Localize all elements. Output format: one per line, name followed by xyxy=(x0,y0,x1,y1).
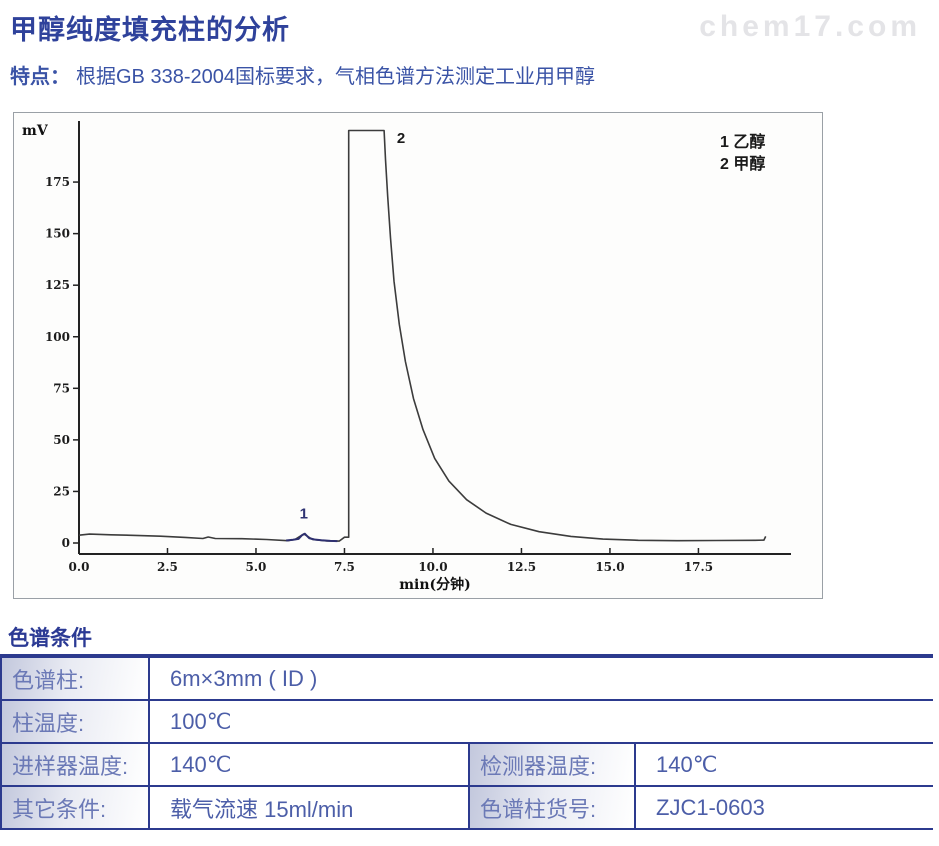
y-tick-label: 25 xyxy=(53,484,70,498)
condition-label-column-temp: 柱温度: xyxy=(0,701,150,744)
site-watermark: chem17.com xyxy=(699,10,921,43)
y-tick-label: 175 xyxy=(45,175,70,189)
feature-text: 根据GB 338-2004国标要求，气相色谱方法测定工业用甲醇 xyxy=(76,66,595,88)
peak-annotation: 1 xyxy=(300,505,308,522)
condition-label-detector-temp: 检测器温度: xyxy=(468,744,636,787)
legend-entry: 1 乙醇 xyxy=(720,132,765,151)
x-axis-label: min(分钟) xyxy=(399,576,471,593)
x-tick-label: 12.5 xyxy=(507,560,536,574)
feature-line: 特点： 根据GB 338-2004国标要求，气相色谱方法测定工业用甲醇 xyxy=(10,60,595,89)
y-tick-label: 150 xyxy=(45,227,70,241)
x-tick-label: 10.0 xyxy=(418,560,447,574)
x-tick-label: 5.0 xyxy=(246,560,267,574)
y-tick-label: 75 xyxy=(53,381,70,395)
x-tick-label: 17.5 xyxy=(684,560,713,574)
conditions-table: 色谱柱: 6m×3mm ( ID ) 柱温度: 100℃ 进样器温度: 140℃… xyxy=(0,656,933,830)
condition-value-column-cat-no: ZJC1-0603 xyxy=(636,787,933,830)
condition-label-injector-temp: 进样器温度: xyxy=(0,744,150,787)
x-tick-label: 15.0 xyxy=(595,560,624,574)
condition-label-column: 色谱柱: xyxy=(0,658,150,701)
condition-value-injector-temp: 140℃ xyxy=(150,744,468,787)
condition-value-carrier-flow: 载气流速 15ml/min xyxy=(150,787,468,830)
condition-value-column: 6m×3mm ( ID ) xyxy=(150,658,933,701)
condition-label-column-cat-no: 色谱柱货号: xyxy=(468,787,636,830)
feature-label: 特点： xyxy=(10,66,70,88)
y-axis-label: mV xyxy=(22,123,49,139)
condition-value-column-temp: 100℃ xyxy=(150,701,933,744)
condition-value-detector-temp: 140℃ xyxy=(636,744,933,787)
x-tick-label: 2.5 xyxy=(157,560,178,574)
conditions-section-title: 色谱条件 xyxy=(8,627,92,650)
chromatogram-svg: 0.0 2.5 5.0 7.5 10.0 12.5 15.0 17.5025507510012… xyxy=(22,121,791,593)
y-tick-label: 125 xyxy=(45,278,70,292)
peak-annotation: 2 xyxy=(397,130,405,147)
y-tick-label: 100 xyxy=(45,330,70,344)
peak1-marker xyxy=(285,532,338,543)
condition-label-other: 其它条件: xyxy=(0,787,150,830)
chromatogram-trace xyxy=(78,129,767,542)
x-tick-label: 0.0 xyxy=(69,560,90,574)
x-tick-label: 7.5 xyxy=(334,560,355,574)
section-rule xyxy=(0,654,933,656)
y-tick-label: 50 xyxy=(53,433,70,447)
legend-entry: 2 甲醇 xyxy=(720,154,765,173)
chromatogram-panel: 0.0 2.5 5.0 7.5 10.0 12.5 15.0 17.5 0 25 50 75 100 12… xyxy=(13,112,823,599)
y-tick-label: 0 xyxy=(62,536,70,550)
page-title: 甲醇纯度填充柱的分析 xyxy=(10,15,290,45)
